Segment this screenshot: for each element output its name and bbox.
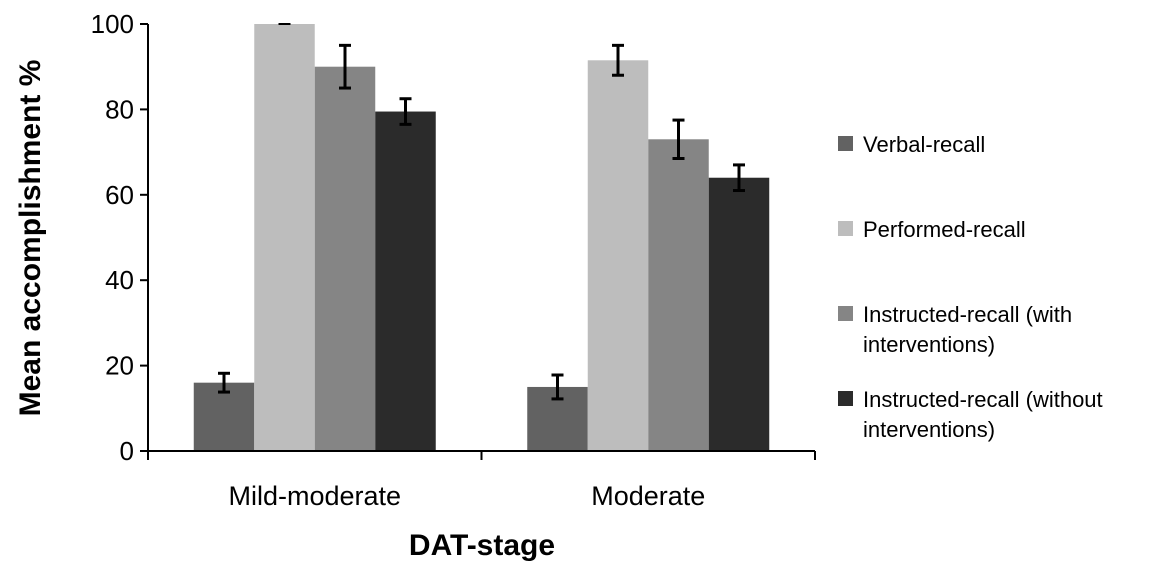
- error-bar-1-1: [612, 43, 624, 77]
- x-tick-label: Mild-moderate: [228, 481, 401, 511]
- y-tick-label: 20: [105, 351, 134, 381]
- bars-group: [193, 24, 770, 452]
- legend-swatch: [838, 221, 853, 236]
- bar-0-3: [375, 111, 436, 451]
- legend-item: Verbal-recall: [838, 130, 1163, 160]
- legend-label: Performed-recall: [863, 217, 1026, 242]
- y-axis-title: Mean accomplishment %: [14, 60, 47, 417]
- legend-label: Verbal-recall: [863, 132, 986, 157]
- error-bar-0-3: [399, 97, 412, 126]
- bar-0-1: [254, 24, 315, 451]
- x-ticks-group: Mild-moderate Moderate: [147, 451, 816, 511]
- error-bars-group: [218, 23, 745, 401]
- legend-swatch: [838, 306, 853, 321]
- bar-0-2: [314, 66, 376, 451]
- x-tick-label: Moderate: [591, 481, 705, 511]
- error-bar-1-0: [551, 373, 564, 401]
- legend-swatch: [838, 136, 853, 151]
- bar-1-2: [648, 139, 709, 452]
- legend-swatch: [838, 391, 853, 406]
- legend-label: Instructed-recall (without interventions…: [863, 387, 1103, 442]
- legend-item: Instructed-recall (with interventions): [838, 300, 1163, 360]
- y-tick-label: 60: [105, 180, 134, 210]
- error-bar-0-0: [218, 371, 230, 394]
- y-tick-label: 40: [105, 265, 134, 295]
- y-tick-label: 100: [91, 9, 134, 39]
- error-bar-1-2: [672, 118, 685, 161]
- legend-item: Performed-recall: [838, 215, 1163, 245]
- y-tick-label: 80: [105, 94, 134, 124]
- bar-1-1: [587, 60, 649, 452]
- y-ticks-group: 0 20 40 60 80 100: [91, 9, 148, 466]
- y-tick-label: 0: [120, 436, 134, 466]
- bar-0-0: [193, 382, 255, 451]
- bar-1-3: [708, 177, 770, 451]
- legend-item: Instructed-recall (without interventions…: [838, 385, 1163, 445]
- error-bar-1-3: [733, 163, 745, 193]
- x-axis-title: DAT-stage: [409, 529, 555, 562]
- error-bar-0-2: [339, 43, 351, 90]
- legend-label: Instructed-recall (with interventions): [863, 302, 1073, 357]
